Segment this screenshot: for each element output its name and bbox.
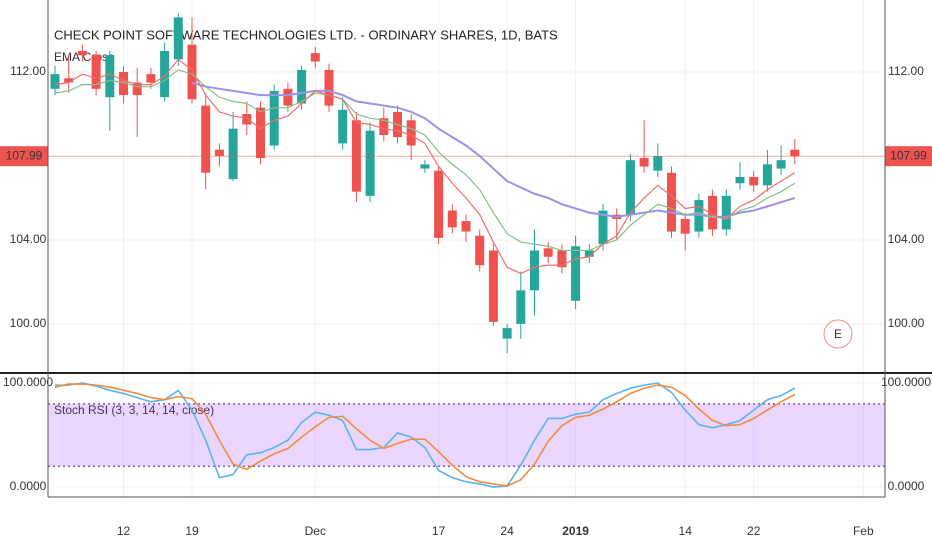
candle-body: [119, 72, 128, 96]
stoch-line: [54, 383, 796, 487]
candle-body: [543, 248, 553, 257]
y-tick-label: 104.00: [888, 232, 925, 246]
candle-body: [667, 172, 676, 232]
candle-body: [762, 164, 772, 186]
candle-body: [338, 109, 348, 144]
candle-body: [64, 78, 74, 83]
candle-body: [461, 221, 471, 232]
candle-body: [201, 105, 211, 173]
candle-body: [721, 195, 731, 230]
indicator-label: Stoch RSI (3, 3, 14, 14, close): [54, 403, 214, 417]
candle-body: [50, 74, 60, 89]
x-tick-label: 2019: [562, 524, 589, 538]
candle-body: [502, 328, 512, 339]
y-tick-label: 112.00: [888, 64, 924, 78]
candle-body: [256, 107, 265, 159]
candle-body: [475, 235, 485, 266]
ema-line: [54, 58, 796, 275]
x-tick-label: 19: [185, 524, 199, 538]
candle-body: [365, 130, 375, 196]
x-tick-label: Feb: [853, 524, 874, 538]
candle-body: [146, 74, 156, 83]
price-label: 107.99: [6, 148, 43, 162]
candle-body: [228, 128, 238, 180]
candle-body: [653, 155, 663, 171]
candle-body: [790, 149, 800, 157]
candle-body: [434, 170, 444, 238]
y-tick-label: 100.0000: [881, 375, 931, 389]
x-tick-label: 12: [117, 524, 131, 538]
candle-body: [91, 55, 101, 89]
band: [48, 403, 885, 467]
candle-body: [584, 250, 594, 257]
candle-body: [160, 51, 170, 98]
chart-title: CHECK POINT SOFTWARE TECHNOLOGIES LTD. -…: [54, 27, 558, 42]
candle-body: [187, 44, 197, 100]
candle-body: [516, 290, 526, 324]
candle-body: [420, 164, 430, 169]
candle-body: [214, 149, 224, 156]
candle-body: [269, 90, 279, 146]
candle-body: [324, 69, 334, 106]
candle-body: [297, 69, 307, 104]
price-label: 107.99: [890, 148, 927, 162]
candle-body: [639, 158, 649, 167]
stoch-line: [55, 382, 796, 488]
y-tick-label: 104.00: [10, 232, 47, 246]
candle-body: [488, 250, 498, 322]
y-tick-label: 100.00: [888, 316, 925, 330]
ema-line: [191, 81, 796, 218]
candle-body: [77, 51, 87, 56]
candle-body: [406, 120, 416, 146]
candle-body: [283, 88, 293, 106]
ema-line: [54, 69, 796, 252]
x-tick-label: 22: [747, 524, 761, 538]
candle-body: [776, 160, 786, 169]
candle-body: [625, 160, 635, 215]
price-label-box: [885, 146, 932, 167]
candle-body: [379, 118, 389, 135]
price-label-box: [0, 146, 48, 167]
candle-body: [530, 250, 539, 291]
x-tick-label: 14: [679, 524, 693, 538]
x-tick-label: Dec: [305, 524, 326, 538]
earnings-icon: [823, 319, 853, 349]
candle-body: [242, 113, 252, 125]
candle-body: [598, 210, 608, 245]
candle-body: [132, 82, 142, 96]
candle-body: [173, 17, 183, 60]
y-tick-label: 100.0000: [3, 375, 53, 389]
candle-body: [680, 218, 690, 234]
candle-body: [749, 176, 759, 186]
candle-body: [708, 195, 718, 230]
y-tick-label: 0.0000: [10, 479, 47, 493]
candle-body: [571, 246, 581, 301]
candle-body: [735, 176, 745, 184]
x-tick-label: 17: [432, 524, 446, 538]
x-tick-label: 24: [500, 524, 514, 538]
candle-body: [557, 250, 567, 268]
y-tick-label: 0.0000: [888, 479, 925, 493]
candle-body: [310, 53, 320, 62]
y-tick-label: 112.00: [10, 64, 46, 78]
candle-body: [447, 210, 457, 228]
earnings-label: E: [834, 327, 842, 341]
candle-body: [105, 55, 115, 98]
y-tick-label: 100.00: [10, 316, 47, 330]
candle-body: [694, 200, 704, 232]
